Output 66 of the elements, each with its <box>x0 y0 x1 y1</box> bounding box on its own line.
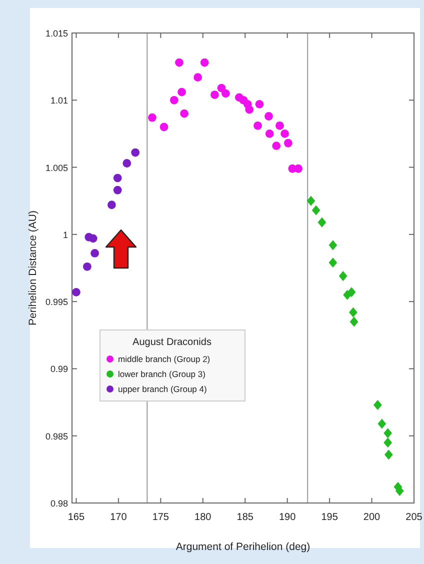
point <box>265 130 274 138</box>
point <box>200 58 209 67</box>
legend-label: upper branch (Group 4) <box>118 384 207 394</box>
y-tick-label: 0.995 <box>45 297 68 308</box>
point <box>90 249 99 258</box>
point <box>350 316 358 327</box>
point <box>384 438 392 448</box>
point <box>328 240 338 250</box>
x-tick-label: 190 <box>278 512 296 523</box>
y-tick-label: 0.99 <box>50 364 68 374</box>
y-tick-label: 1.015 <box>45 28 68 38</box>
point <box>107 200 116 210</box>
x-tick-label: 165 <box>68 512 85 523</box>
point <box>349 307 358 318</box>
point <box>113 174 122 182</box>
point <box>373 400 382 410</box>
point <box>272 142 281 150</box>
point <box>194 73 202 82</box>
point <box>306 196 316 206</box>
point <box>175 58 184 67</box>
y-tick-label: 1 <box>62 230 68 240</box>
point <box>328 258 338 268</box>
x-axis-title: Argument of Perihelion (deg) <box>176 541 310 553</box>
point <box>276 121 284 130</box>
point <box>280 130 289 138</box>
legend-label: lower branch (Group 3) <box>118 369 206 379</box>
y-axis-title: Perihelion Distance (AU) <box>27 210 39 326</box>
point <box>347 287 356 298</box>
point <box>131 148 140 157</box>
point <box>318 217 326 228</box>
point <box>122 159 132 168</box>
x-tick-label: 180 <box>194 512 212 523</box>
point <box>312 205 320 216</box>
x-tick-label: 195 <box>321 512 338 523</box>
x-tick-label: 170 <box>110 512 128 523</box>
point <box>255 100 264 108</box>
point <box>338 271 348 282</box>
point <box>88 234 98 243</box>
x-tick-label: 200 <box>363 512 381 523</box>
legend-label: middle branch (Group 2) <box>118 354 210 364</box>
x-tick-label: 185 <box>236 512 254 523</box>
y-tick-label: 0.98 <box>50 498 68 508</box>
y-tick-label: 0.985 <box>45 431 68 442</box>
point <box>178 88 186 96</box>
point <box>113 186 122 194</box>
point <box>294 164 303 173</box>
point <box>378 418 386 429</box>
y-tick-label: 1.005 <box>45 162 68 173</box>
point <box>284 138 292 148</box>
x-tick-label: 175 <box>152 512 170 523</box>
point <box>221 89 230 98</box>
point <box>148 113 156 122</box>
y-tick-label: 1.01 <box>50 96 68 106</box>
point <box>180 109 189 118</box>
point <box>254 121 262 130</box>
point <box>384 428 392 438</box>
point <box>83 262 92 271</box>
point <box>160 122 168 132</box>
point <box>384 450 393 460</box>
point <box>72 288 80 296</box>
point <box>245 105 254 114</box>
point <box>210 90 219 99</box>
x-tick-label: 205 <box>406 512 423 523</box>
point <box>170 96 178 104</box>
point <box>264 112 273 120</box>
legend-title: August Draconids <box>132 337 212 348</box>
